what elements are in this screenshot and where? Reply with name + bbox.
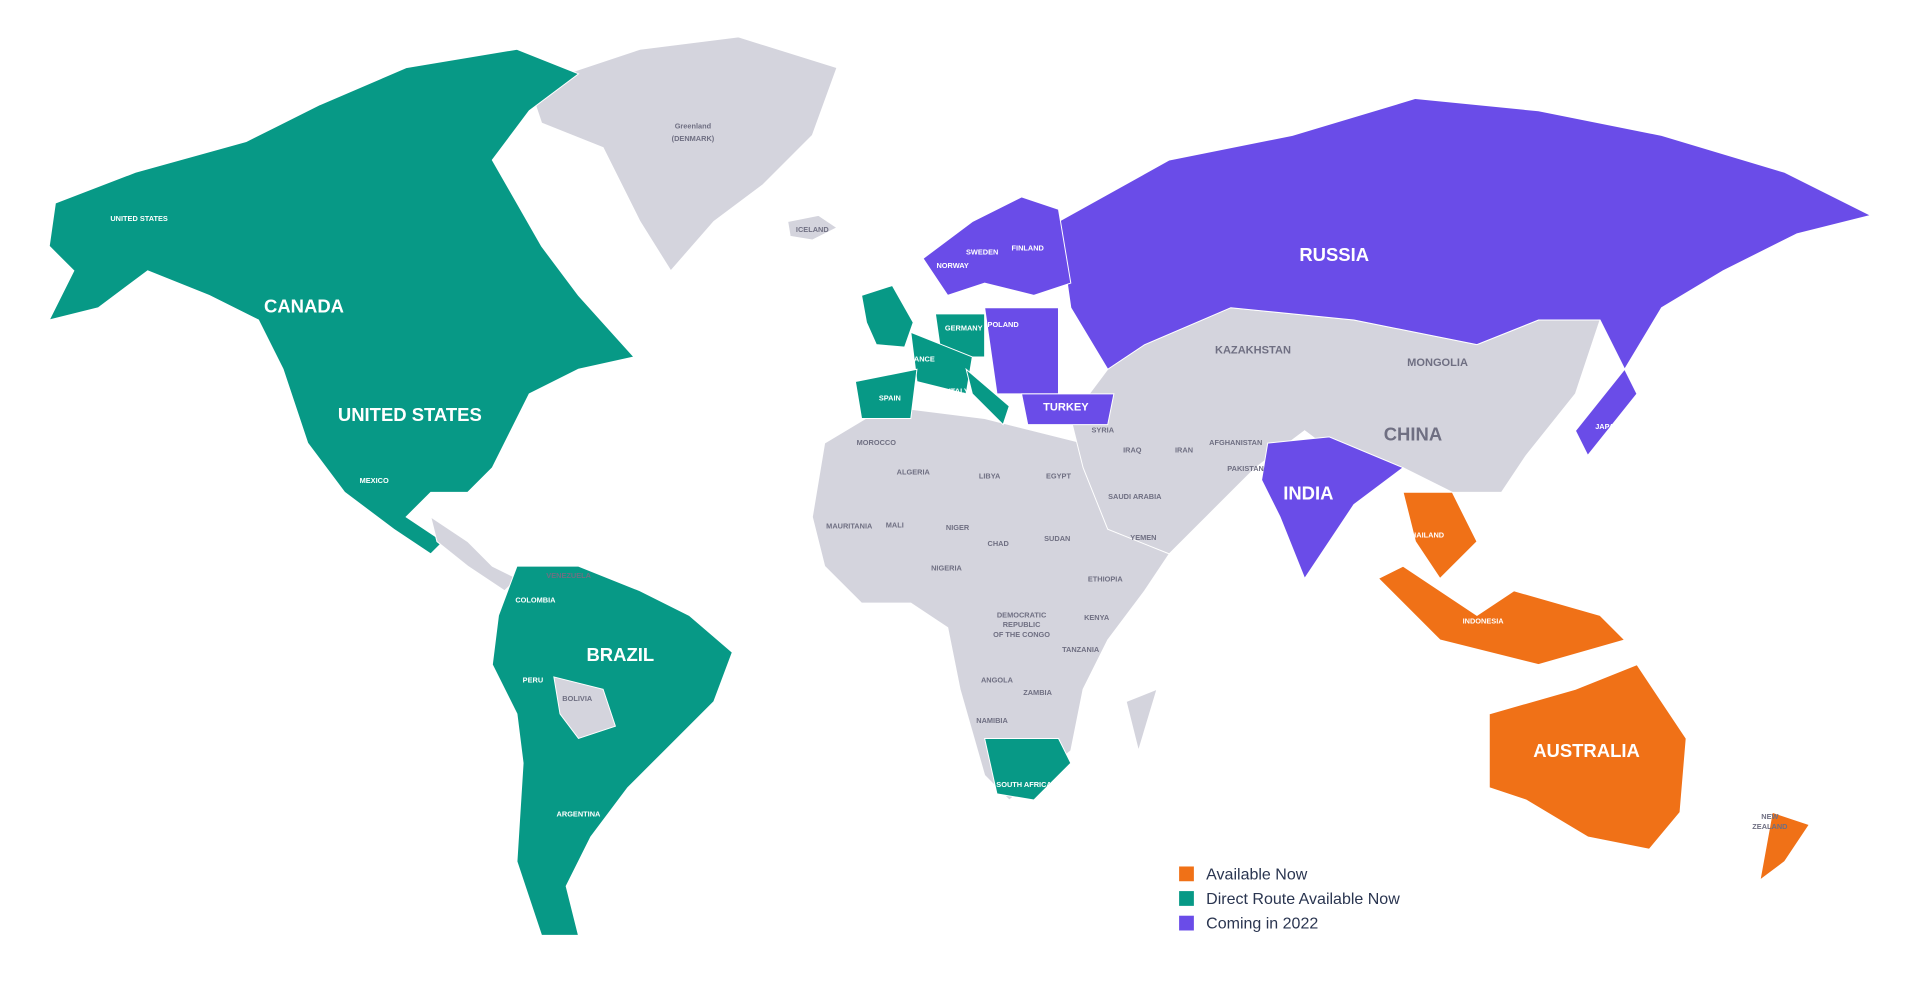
region-label: YEMEN [1130,533,1156,542]
region-label: KAZAKHSTAN [1215,345,1291,357]
region-label: THAILAND [1406,530,1444,539]
germany [934,313,986,358]
greenland [528,36,838,272]
spain [854,368,918,419]
region-label: ALGERIA [897,468,931,477]
region-label: REPUBLIC [1003,620,1041,629]
legend-label: Available Now [1206,866,1308,883]
region-label: SPAIN [879,394,901,403]
legend: Available Now Direct Route Available Now… [1179,866,1400,933]
region-label: VENEZUELA [546,571,591,580]
region-label: SYRIA [1092,426,1115,435]
region-label: MEXICO [360,476,389,485]
map-layer: UNITED STATES CANADA UNITED STATES MEXIC… [48,36,1873,936]
region-label: FRANCE [904,354,935,363]
legend-swatch [1179,866,1194,882]
region-label: EGYPT [1046,471,1071,480]
region-label: SOUTH AFRICA [996,780,1052,789]
region-label: DEMOCRATIC [997,610,1047,619]
region-label: ITALY [949,386,969,395]
region-label: CHINA [1384,424,1442,445]
legend-label: Coming in 2022 [1206,916,1318,933]
region-label: COLOMBIA [515,596,556,605]
region-label: KENYA [1084,613,1110,622]
bolivia [553,676,617,740]
region-label: CANADA [264,296,344,317]
region-label: MOROCCO [857,438,897,447]
region-label: NORWAY [936,261,968,270]
region-label: PERU [523,676,544,685]
region-label: CHAD [988,539,1010,548]
region-label: INDONESIA [1463,617,1505,626]
region-label: NAMIBIA [976,716,1008,725]
region-label: TANZANIA [1062,645,1100,654]
legend-swatch [1179,915,1194,931]
indonesia [1377,565,1626,666]
region-label: NIGER [946,523,970,532]
region-label: UNITED STATES [110,214,168,223]
region-label: RUSSIA [1299,244,1369,265]
legend-swatch [1179,891,1194,906]
region-label: AUSTRALIA [1533,740,1640,761]
region-label: ANGOLA [981,676,1014,685]
region-label: NIGERIA [931,564,962,573]
region-label: SUDAN [1044,534,1070,543]
new-zealand [1759,811,1811,882]
region-label: SAUDI ARABIA [1108,492,1162,501]
region-label: ZEALAND [1752,822,1788,831]
region-label: FINLAND [1012,244,1045,253]
region-label: UNITED STATES [338,404,482,425]
indochina [1402,491,1478,580]
region-label: NEW [1761,812,1778,821]
iceland [787,214,838,241]
region-label: OF THE CONGO [993,630,1050,639]
region-label: (DENMARK) [672,134,715,143]
australia [1488,664,1687,850]
south-africa [984,737,1072,801]
legend-label: Direct Route Available Now [1206,891,1400,908]
region-label: MONGOLIA [1407,357,1468,369]
scandinavia [922,196,1072,296]
region-label: POLAND [988,320,1020,329]
region-label: Greenland [675,122,712,131]
region-label: AFGHANISTAN [1209,438,1262,447]
russia [1057,97,1873,371]
japan [1574,368,1638,457]
region-label: ZAMBIA [1023,688,1052,697]
france [910,331,973,395]
region-label: ETHIOPIA [1088,575,1124,584]
region-label: ARGENTINA [557,810,602,819]
region-label: GERMANY [945,324,983,333]
region-label: IRAQ [1123,445,1142,454]
south-america [491,565,733,936]
region-label: PAKISTAN [1227,464,1264,473]
region-label: INDIA [1283,483,1333,504]
region-label: ICELAND [796,225,829,234]
uk [860,284,914,348]
turkey [1020,393,1115,426]
madagascar [1125,688,1158,753]
region-label: BOLIVIA [562,694,593,703]
region-label: MAURITANIA [826,522,873,531]
region-label: TURKEY [1043,401,1089,413]
region-label: JAPAN [1595,422,1619,431]
region-label: MALI [886,521,904,530]
india [1261,436,1405,580]
north-america [48,48,635,555]
central-america [429,515,518,592]
region-label: LIBYA [979,471,1001,480]
region-label: BRAZIL [586,644,654,665]
region-label: IRAN [1175,445,1193,454]
region-label: SWEDEN [966,247,998,256]
italy [965,367,1010,426]
